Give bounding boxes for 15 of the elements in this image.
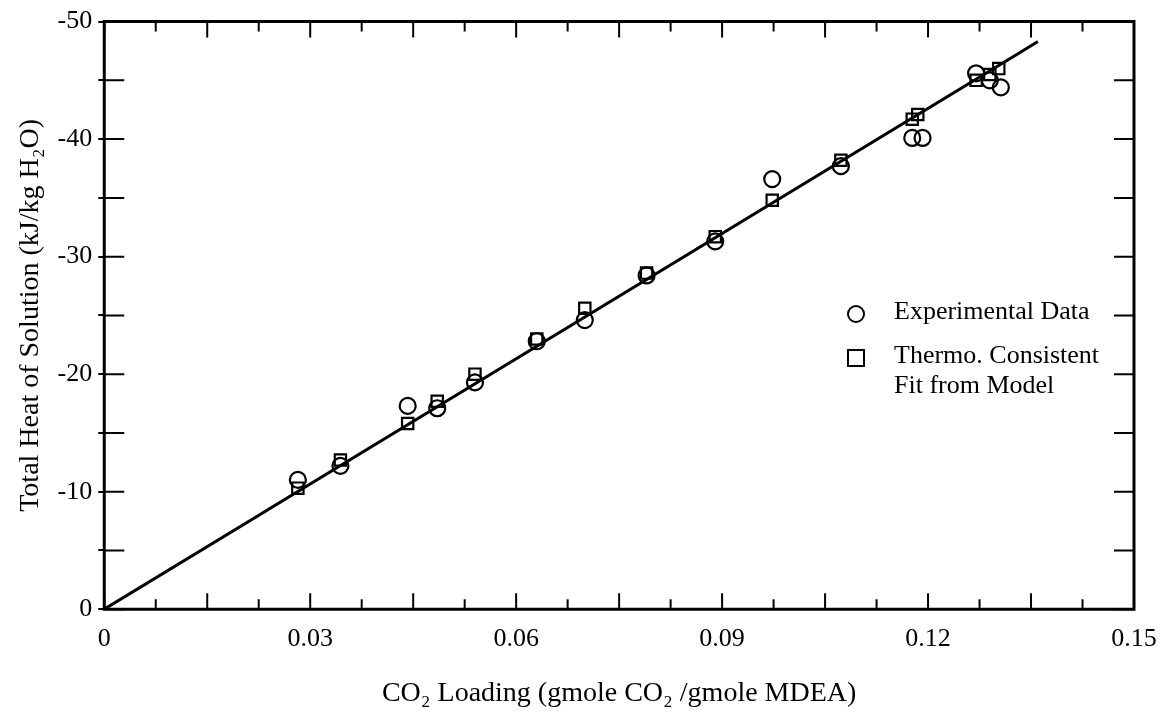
y-tick-label: 0	[79, 593, 93, 623]
legend-label: Experimental Data	[894, 296, 1090, 327]
x-tick-label: 0.06	[493, 622, 539, 652]
y-axis-title: Total Heat of Solution (kJ/kg H₂O)	[13, 119, 45, 512]
y-tick-label: -30	[57, 240, 93, 270]
x-tick-label: 0.03	[287, 622, 333, 652]
x-axis-title: CO₂ Loading (gmole CO₂ /gmole MDEA)	[381, 675, 857, 707]
x-tick-label: 0.15	[1111, 622, 1157, 652]
legend-label: Thermo. Consistent Fit from Model	[894, 340, 1101, 401]
x-tick-label: 0.12	[905, 622, 951, 652]
x-tick-label: 0.09	[699, 622, 745, 652]
y-tick-label: -20	[57, 357, 93, 387]
y-tick-label: -50	[57, 5, 93, 35]
y-tick-label: -10	[57, 475, 93, 505]
y-tick-label: -40	[57, 122, 93, 152]
